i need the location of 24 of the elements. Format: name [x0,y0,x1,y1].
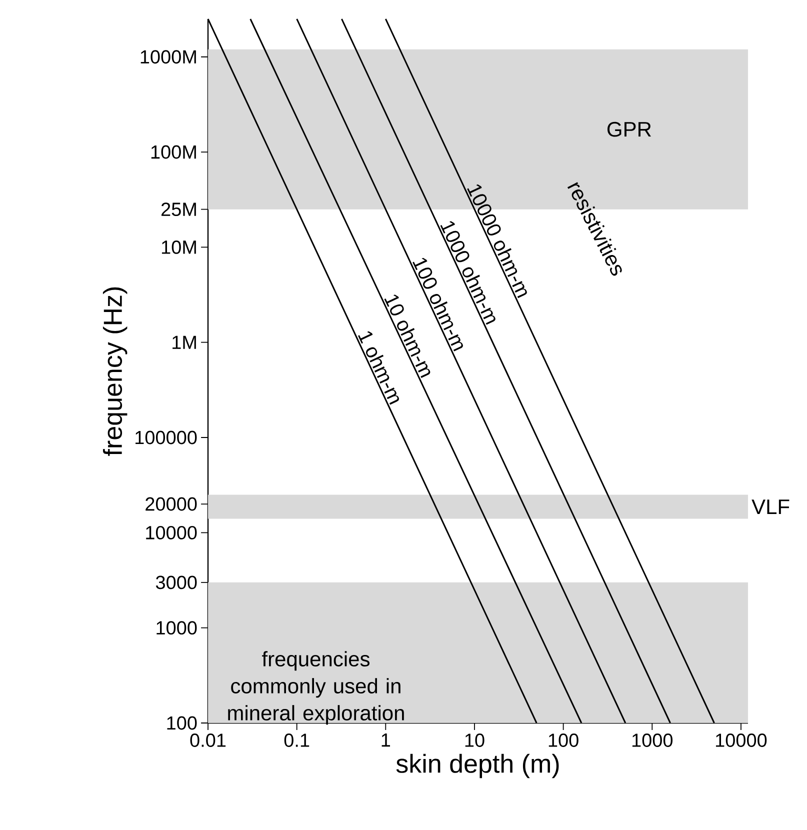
y-tick-label: 1000 [156,621,197,635]
y-tick-label: 20000 [146,497,197,511]
y-axis-title: frequency (Hz) [102,287,128,456]
x-tick-label: 10000 [716,734,767,747]
x-tick-label: 1 [382,734,390,747]
y-tick-label: 1000M [140,50,196,64]
band-label: GPR [607,122,651,137]
x-axis-title: skin depth (m) [396,754,559,778]
y-tick-label: 10000 [146,526,197,540]
x-tick-label: 0.1 [284,734,310,747]
band-label: VLF [752,500,790,514]
x-tick-label: 1000 [632,734,673,747]
x-tick-label: 0.01 [190,734,226,747]
y-tick-label: 3000 [156,576,197,590]
y-tick-label: 100 [167,716,197,730]
y-tick-label: 10M [162,240,196,254]
x-tick-label: 10 [465,734,484,747]
text: 1 ohm-m [358,331,400,405]
y-tick-label: 100000 [136,430,197,444]
x-tick-label: 100 [548,734,578,747]
y-tick-label: 100M [151,145,196,159]
y-tick-label: 1M [172,336,196,349]
band-label: frequencies commonly used in mineral exploration [228,651,404,725]
y-tick-label: 25M [161,202,196,216]
